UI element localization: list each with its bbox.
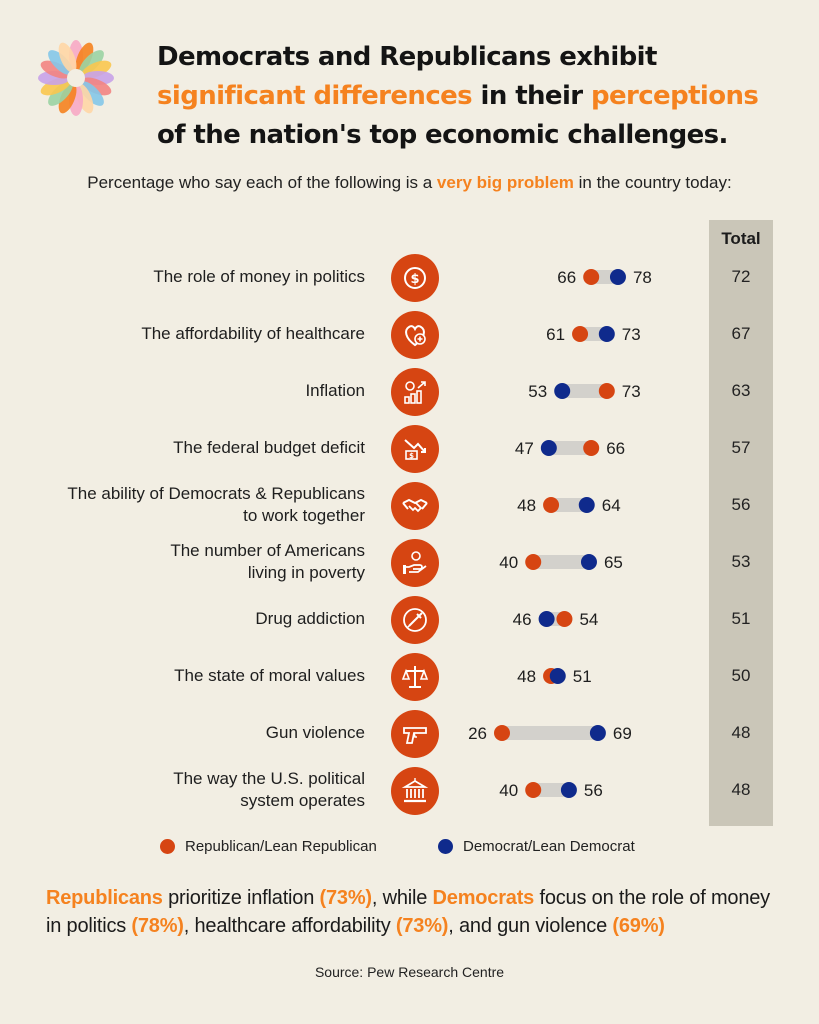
chart-row: Inflation 63 (0, 366, 819, 416)
heart-plus-icon (391, 311, 439, 359)
logo-petal (58, 83, 77, 114)
row-label: Inflation (5, 366, 365, 416)
row-label: The role of money in politics (5, 252, 365, 302)
row-label-line: The affordability of healthcare (141, 324, 365, 343)
chart-row: Gun violence 48 (0, 708, 819, 758)
chart-row: The ability of Democrats & Republicans to… (0, 480, 819, 530)
row-label: Gun violence (5, 708, 365, 758)
svg-text:$: $ (409, 452, 414, 460)
row-label-line: The ability of Democrats & Republicans (67, 484, 365, 503)
row-label-line: Inflation (305, 381, 365, 400)
row-total: 50 (731, 666, 751, 685)
row-label: The federal budget deficit (5, 423, 365, 473)
row-total: 53 (731, 552, 751, 571)
row-total: 56 (731, 495, 751, 514)
chart-row: The state of moral values 50 (0, 651, 819, 701)
row-label: Drug addiction (5, 594, 365, 644)
legend-item-democrat: Democrat/Lean Democrat (438, 838, 635, 855)
declining-money-icon: $ (391, 425, 439, 473)
gun-icon (391, 710, 439, 758)
title-line-3: of the nation's top economic challenges. (157, 120, 728, 150)
chart-row: The role of money in politics $72 (0, 252, 819, 302)
row-total: 48 (731, 780, 751, 799)
row-label-line: The state of moral values (174, 666, 365, 685)
chart-row: The federal budget deficit $57 (0, 423, 819, 473)
row-label-line: to work together (243, 506, 365, 525)
logo-petal (75, 42, 94, 73)
logo-petal (40, 60, 71, 79)
hand-coin-icon (391, 539, 439, 587)
handshake-icon (391, 482, 439, 530)
rising-coins-icon (391, 368, 439, 416)
legend-item-republican: Republican/Lean Republican (160, 838, 377, 855)
chart-row: Drug addiction 51 (0, 594, 819, 644)
chart-subtitle: Percentage who say each of the following… (87, 173, 732, 192)
title-line-1: Democrats and Republicans exhibit (157, 42, 657, 72)
row-label-line: The number of Americans (170, 541, 365, 560)
legend: Republican/Lean Republican Democrat/Lean… (0, 838, 819, 862)
row-total: 51 (731, 609, 751, 628)
row-label: The way the U.S. political system operate… (5, 765, 365, 815)
row-total: 63 (731, 381, 751, 400)
sunburst-logo (38, 40, 114, 116)
logo-petal (81, 77, 112, 96)
title-mid: in their (472, 81, 591, 111)
legend-dot-democrat (438, 839, 453, 854)
legend-label-democrat: Democrat/Lean Democrat (463, 838, 635, 855)
capitol-icon (391, 767, 439, 815)
row-label: The affordability of healthcare (5, 309, 365, 359)
scales-icon (391, 653, 439, 701)
legend-dot-republican (160, 839, 175, 854)
subtitle-highlight: very big problem (436, 173, 574, 192)
row-label-line: Drug addiction (255, 609, 365, 628)
title-highlight-perceptions: perceptions (590, 81, 759, 111)
row-total: 48 (731, 723, 751, 742)
total-column-background (709, 220, 773, 826)
logo-center (67, 69, 85, 87)
source-note: Source: Pew Research Centre (314, 964, 505, 980)
row-label-line: system operates (240, 791, 365, 810)
chart-title: Democrats and Republicans exhibit signif… (157, 38, 797, 155)
row-label: The ability of Democrats & Republicans to… (5, 480, 365, 530)
takeaway-text: Republicans prioritize inflation (73%), … (46, 887, 770, 937)
row-label: The state of moral values (5, 651, 365, 701)
chart-row: The number of Americans living in poverty… (0, 537, 819, 587)
row-label-line: The way the U.S. political (173, 769, 365, 788)
row-label-line: living in poverty (247, 563, 365, 582)
row-total: 67 (731, 324, 751, 343)
dollar-icon: $ (391, 254, 439, 302)
row-label-line: The role of money in politics (153, 267, 365, 286)
logo-petal (58, 42, 77, 73)
svg-text:$: $ (410, 272, 419, 287)
row-label: The number of Americans living in poverty (5, 537, 365, 587)
row-total: 72 (731, 267, 751, 286)
row-label-line: The federal budget deficit (173, 438, 365, 457)
chart-row: The affordability of healthcare 67 (0, 309, 819, 359)
legend-label-republican: Republican/Lean Republican (185, 838, 377, 855)
total-column-header: Total (721, 229, 761, 248)
row-label-line: Gun violence (265, 723, 365, 742)
chart-row: The way the U.S. political system operate… (0, 765, 819, 815)
syringe-icon (391, 596, 439, 644)
title-highlight-differences: significant differences (157, 81, 473, 111)
row-total: 57 (731, 438, 751, 457)
